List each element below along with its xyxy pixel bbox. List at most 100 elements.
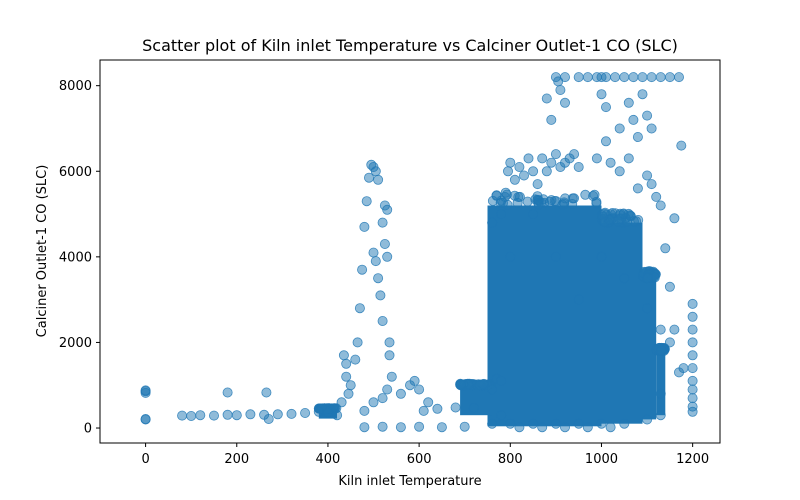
scatter-point-279 (368, 247, 379, 258)
dense-cluster-2 (642, 278, 657, 420)
scatter-point-315 (496, 209, 507, 220)
scatter-point-272 (359, 221, 370, 232)
x-tick-label-6: 1200 (676, 452, 709, 467)
scatter-point-352 (674, 72, 685, 83)
scatter-point-373 (660, 243, 671, 254)
scatter-point-264 (338, 350, 349, 361)
scatter-point-410 (655, 410, 666, 421)
scatter-point-301 (459, 421, 470, 432)
scatter-point-349 (646, 72, 657, 83)
scatter-point-291 (386, 371, 397, 382)
scatter-point-377 (655, 324, 666, 335)
scatter-point-321 (519, 170, 530, 181)
scatter-point-326 (541, 166, 552, 177)
scatter-point-351 (664, 72, 675, 83)
scatter-point-414 (582, 422, 593, 433)
scatter-point-319 (509, 174, 520, 185)
scatter-point-390 (687, 393, 698, 404)
scatter-point-262 (336, 397, 347, 408)
scatter-point-289 (384, 337, 395, 348)
scatter-point-403 (596, 251, 607, 262)
scatter-point-248 (208, 410, 219, 421)
scatter-point-309 (450, 402, 461, 413)
y-axis-label: Calciner Outlet-1 CO (SLC) (35, 165, 50, 338)
scatter-point-381 (678, 363, 689, 374)
scatter-point-394 (487, 418, 498, 429)
scatter-point-341 (582, 72, 593, 83)
scatter-point-398 (528, 418, 539, 429)
scatter-point-322 (523, 153, 534, 164)
scatter-point-266 (345, 380, 356, 391)
scatter-point-393 (487, 217, 498, 228)
scatter-point-304 (409, 375, 420, 386)
scatter-point-251 (245, 409, 256, 420)
scatter-point-260 (263, 413, 274, 424)
scatter-point-119 (642, 272, 653, 283)
scatter-point-20 (522, 196, 533, 207)
dense-cluster-0 (487, 205, 602, 427)
scatter-point-305 (414, 384, 425, 395)
scatter-point-77 (597, 211, 608, 222)
scatter-point-270 (354, 303, 365, 314)
scatter-point-297 (377, 421, 388, 432)
scatter-point-294 (368, 397, 379, 408)
scatter-point-38 (588, 190, 599, 201)
scatter-point-24 (551, 196, 562, 207)
scatter-point-255 (300, 407, 311, 418)
scatter-point-335 (546, 114, 557, 125)
x-tick-label-1: 200 (224, 452, 249, 467)
scatter-point-360 (637, 89, 648, 100)
scatter-point-415 (605, 422, 616, 433)
scatter-point-345 (610, 72, 621, 83)
scatter-point-246 (186, 410, 197, 421)
scatter-point-324 (532, 179, 543, 190)
scatter-point-353 (560, 97, 571, 108)
x-axis-label: Kiln inlet Temperature (338, 474, 481, 489)
scatter-point-253 (272, 409, 283, 420)
scatter-point-306 (423, 397, 434, 408)
scatter-point-328 (550, 149, 561, 160)
scatter-point-302 (395, 388, 406, 399)
scatter-point-280 (370, 256, 381, 267)
dense-cluster-1 (601, 222, 643, 424)
scatter-point-358 (628, 114, 639, 125)
scatter-point-238 (456, 379, 467, 390)
scatter-point-344 (601, 72, 612, 83)
scatter-point-316 (500, 187, 511, 198)
scatter-point-33 (533, 195, 544, 206)
plot-frame (99, 59, 721, 444)
scatter-point-340 (573, 72, 584, 83)
scatter-point-408 (642, 414, 653, 425)
scatter-point-298 (395, 422, 406, 433)
scatter-point-350 (655, 72, 666, 83)
scatter-point-26 (497, 197, 508, 208)
scatter-point-362 (646, 123, 657, 134)
scatter-point-295 (359, 405, 370, 416)
scatter-point-259 (261, 387, 272, 398)
scatter-point-357 (623, 97, 634, 108)
x-tick-label-0: 0 (141, 452, 149, 467)
scatter-point-374 (664, 281, 675, 292)
scatter-point-368 (632, 183, 643, 194)
scatter-point-355 (601, 102, 612, 113)
dense-cluster-3 (656, 351, 666, 416)
scatter-point-376 (676, 140, 687, 151)
scatter-point-273 (361, 196, 372, 207)
scatter-point-395 (505, 251, 516, 262)
scatter-point-347 (628, 72, 639, 83)
y-tick-label-0: 0 (84, 422, 92, 437)
scatter-point-348 (637, 72, 648, 83)
scatter-point-318 (505, 157, 516, 168)
scatter-point-300 (436, 422, 447, 433)
x-tick-label-5: 1000 (585, 452, 618, 467)
scatter-point-308 (432, 403, 443, 414)
scatter-point-404 (596, 418, 607, 429)
scatter-point-263 (341, 371, 352, 382)
scatter-point-388 (687, 375, 698, 386)
scatter-point-392 (687, 406, 698, 417)
scatter-point-370 (646, 179, 657, 190)
scatter-point-396 (505, 418, 516, 429)
scatter-point-409 (655, 388, 666, 399)
scatter-point-379 (669, 324, 680, 335)
